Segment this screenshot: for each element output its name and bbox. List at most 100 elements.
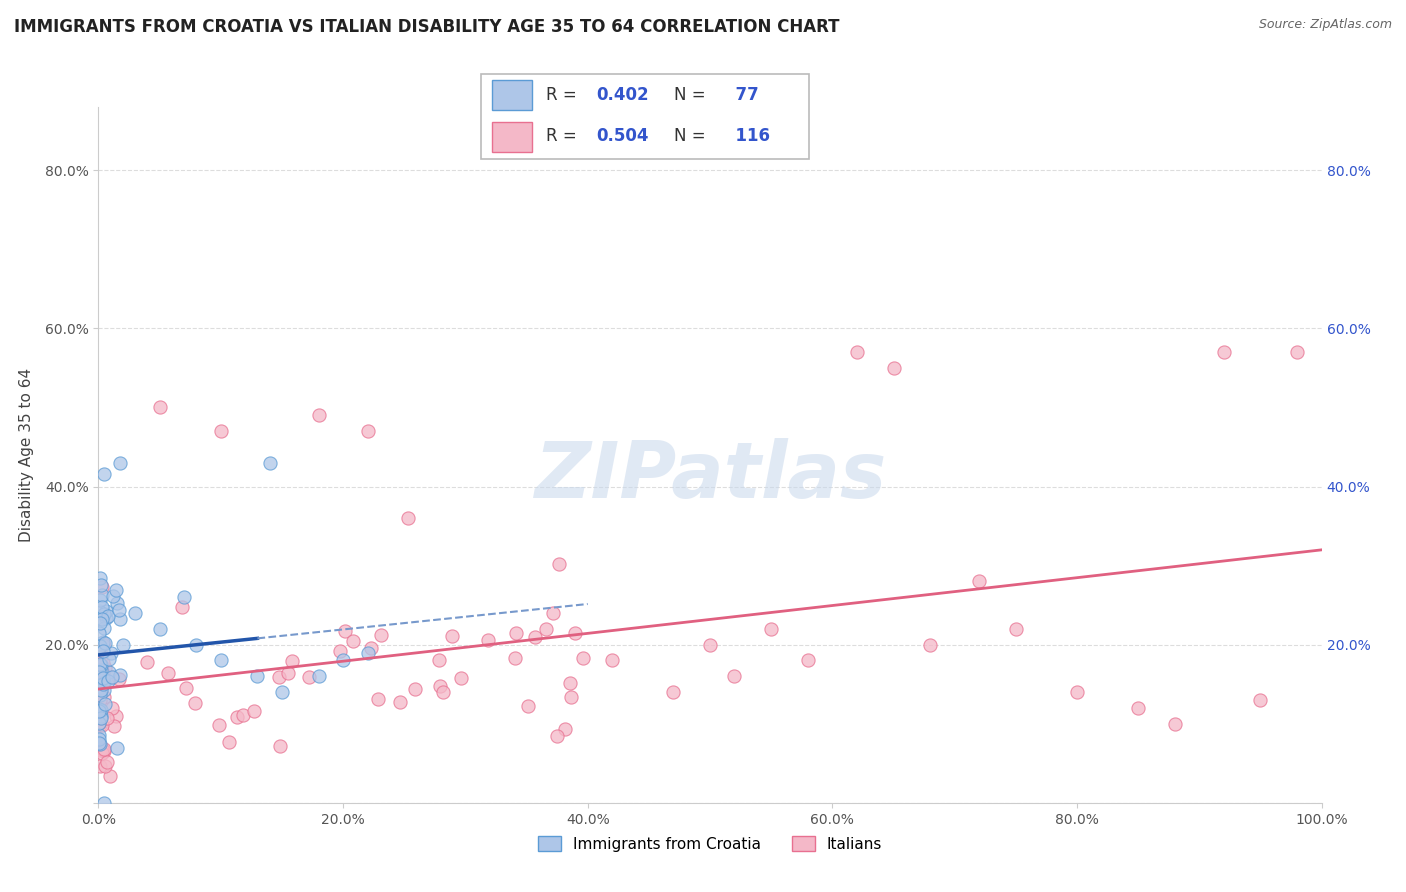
Point <box>89 703 111 717</box>
Point <box>1249 693 1271 707</box>
Point <box>98 665 121 679</box>
Point <box>108 667 131 681</box>
Point <box>329 644 352 658</box>
Point <box>89 718 111 732</box>
Point <box>662 685 685 699</box>
Point <box>94 697 117 711</box>
Point <box>524 630 547 644</box>
Point <box>429 679 451 693</box>
Point <box>450 671 472 685</box>
Point <box>186 638 208 652</box>
Point <box>172 600 194 615</box>
Point <box>232 707 254 722</box>
Point <box>101 670 124 684</box>
Point <box>89 640 111 654</box>
Point <box>93 467 115 481</box>
Point <box>91 666 114 681</box>
Point <box>100 646 122 660</box>
Point <box>96 711 118 725</box>
Point <box>388 695 411 709</box>
Point <box>243 704 266 718</box>
Point <box>91 677 114 691</box>
Point <box>89 657 111 671</box>
Text: R =: R = <box>546 86 582 103</box>
Point <box>93 742 115 756</box>
Point <box>156 666 179 681</box>
Point <box>370 628 392 642</box>
Point <box>108 672 131 686</box>
Point <box>883 360 905 375</box>
Point <box>89 728 111 742</box>
Legend: Immigrants from Croatia, Italians: Immigrants from Croatia, Italians <box>531 830 889 858</box>
Point <box>104 708 127 723</box>
Y-axis label: Disability Age 35 to 64: Disability Age 35 to 64 <box>18 368 34 542</box>
Point <box>93 796 115 810</box>
Point <box>432 685 454 699</box>
Point <box>149 401 172 415</box>
Point <box>91 657 114 671</box>
Point <box>89 711 111 725</box>
Point <box>342 634 364 648</box>
Point <box>110 456 132 470</box>
Point <box>89 737 111 751</box>
Point <box>723 669 745 683</box>
Point <box>89 702 111 716</box>
Point <box>89 743 111 757</box>
Point <box>93 607 115 622</box>
Point <box>87 681 110 695</box>
Point <box>87 604 110 618</box>
Point <box>136 655 159 669</box>
Point <box>225 710 247 724</box>
Point <box>184 696 207 710</box>
Point <box>124 606 146 620</box>
Bar <box>492 122 531 152</box>
Point <box>87 676 110 690</box>
Point <box>308 669 330 683</box>
Bar <box>492 80 531 110</box>
Point <box>505 625 527 640</box>
Point <box>101 590 124 604</box>
Point <box>89 684 111 698</box>
Point <box>89 759 111 773</box>
Point <box>91 612 114 626</box>
Point <box>108 612 131 626</box>
Point <box>356 424 378 438</box>
Point <box>90 588 112 602</box>
Point <box>93 690 115 705</box>
Point <box>91 644 114 658</box>
Point <box>1164 716 1187 731</box>
Point <box>93 683 115 698</box>
Point <box>560 690 582 704</box>
Point <box>218 735 240 749</box>
Point <box>845 345 868 359</box>
Point <box>93 675 115 690</box>
Point <box>91 599 114 614</box>
Point <box>89 592 111 607</box>
Point <box>1128 701 1150 715</box>
Point <box>246 669 269 683</box>
Point <box>277 666 299 681</box>
Point <box>89 643 111 657</box>
Point <box>404 681 426 696</box>
Point <box>90 672 112 686</box>
Point <box>97 652 120 666</box>
Point <box>98 769 121 783</box>
Point <box>477 632 499 647</box>
Point <box>269 739 291 753</box>
Point <box>90 663 112 677</box>
Point <box>89 640 111 655</box>
Point <box>96 610 118 624</box>
Point <box>96 755 118 769</box>
Text: N =: N = <box>673 128 710 145</box>
Point <box>93 744 115 758</box>
Point <box>97 609 120 624</box>
Point <box>967 574 990 589</box>
Point <box>89 640 111 654</box>
Point <box>269 670 291 684</box>
Point <box>103 719 125 733</box>
Point <box>105 741 128 756</box>
Point <box>332 653 354 667</box>
Point <box>111 638 134 652</box>
Point <box>89 665 111 679</box>
Point <box>208 718 231 732</box>
